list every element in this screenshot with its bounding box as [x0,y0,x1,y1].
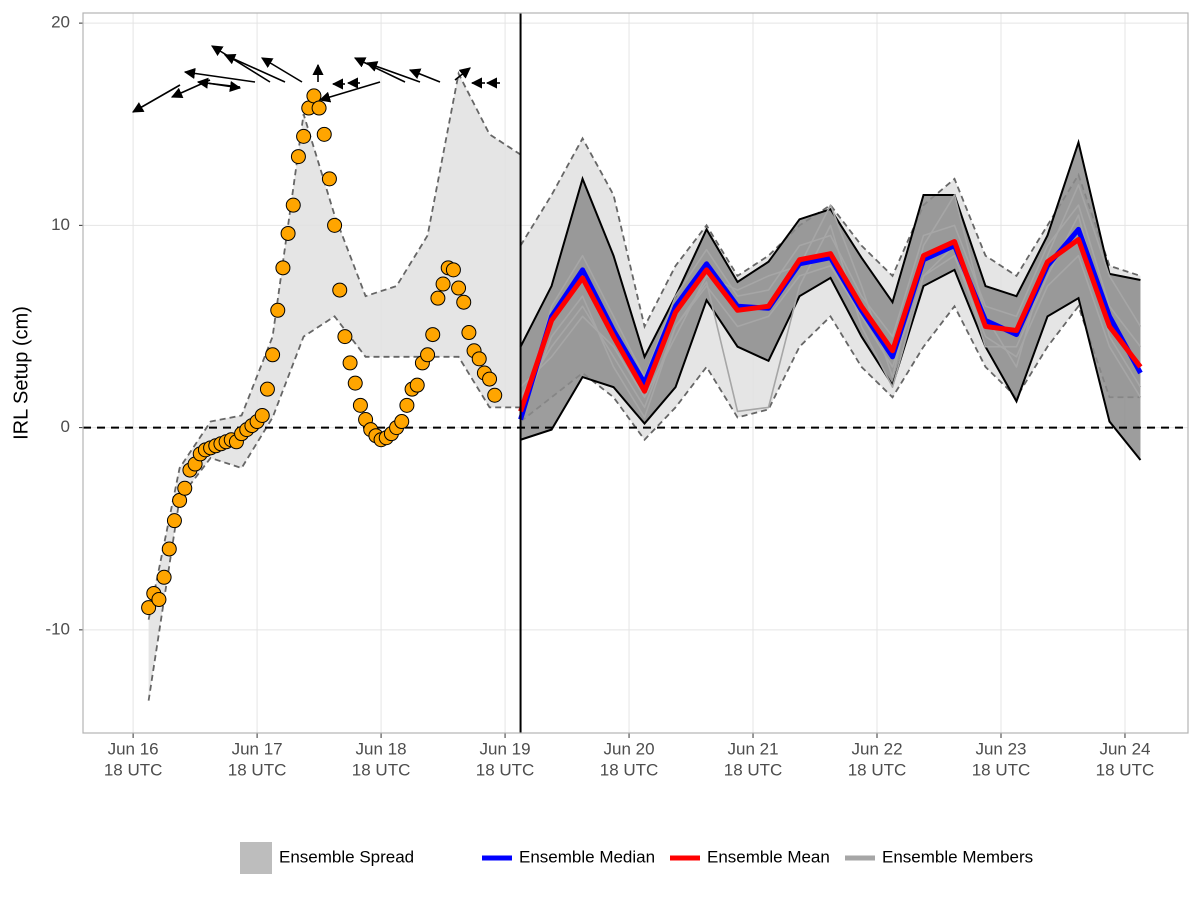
x-tick-label: Jun 22 [851,739,902,758]
observed-point [425,327,441,343]
plot-border [82,12,1189,734]
forecast-spread-outer-edge [519,136,1141,330]
wind-arrow [211,45,271,83]
wind-arrow [132,84,181,113]
x-tick-label: Jun 24 [1099,739,1150,758]
observed-point [420,347,436,363]
y-tick-label: -10 [45,619,70,638]
forecast-spread-outer-edge [520,304,1141,442]
x-tick-label: Jun 19 [480,739,531,758]
ensemble-member [519,254,1142,409]
x-tick-label: 18 UTC [476,760,535,779]
observed-point [347,375,363,391]
observed-point [270,302,286,318]
series-line [518,237,1143,413]
observed-point [337,329,353,345]
observed-point [275,260,291,276]
wind-arrow [223,54,286,83]
observed-point [332,282,348,298]
x-tick-label: 18 UTC [352,760,411,779]
observed-point [471,351,487,367]
wind-arrow [408,68,441,83]
x-tick-label: Jun 20 [604,739,655,758]
forecast-spread-inner [520,142,1141,460]
observed-point [399,397,415,413]
observed-point [342,355,358,371]
y-axis-title: IRL Setup (cm) [10,306,32,440]
observed-point [166,513,182,529]
x-tick-label: 18 UTC [104,760,163,779]
x-tick-label: 18 UTC [228,760,287,779]
x-tick-label: 18 UTC [1096,760,1155,779]
observed-point [280,225,296,241]
observed-point [321,171,337,187]
wind-arrow [454,67,471,81]
observed-point [141,600,157,616]
observed-point [177,480,193,496]
hindcast-spread [148,73,521,701]
observed-point [285,197,301,213]
observed-point [409,377,425,393]
hindcast-spread-edge [147,70,522,620]
observed-point [482,371,498,387]
legend-label: Ensemble Members [882,847,1033,866]
x-tick-label: Jun 23 [975,739,1026,758]
y-tick-label: 20 [51,13,70,32]
x-tick-label: Jun 21 [728,739,779,758]
x-tick-label: 18 UTC [972,760,1031,779]
x-tick-label: Jun 17 [232,739,283,758]
observed-point [296,128,312,144]
wind-arrow [261,57,303,83]
wind-arrow [199,80,242,93]
observed-point [451,280,467,296]
forecast-spread-inner-edge [519,138,1141,360]
legend: Ensemble Spread Ensemble Median Ensemble M… [240,842,1033,874]
legend-label: Ensemble Median [519,847,655,866]
forecast-spread-inner-edge [520,268,1142,461]
observed-point [265,347,281,363]
wind-arrow [318,81,381,103]
wind-arrow [353,57,406,83]
observed-point [259,381,275,397]
observed-point [290,149,306,165]
plot-area: -10 0 10 20 Jun 16 18 UTC Jun 17 18 UTC Jun 18 18… [45,12,1189,779]
observed-point [311,100,327,116]
legend-swatch [240,842,272,874]
y-tick-label: 10 [51,215,70,234]
observed-point [394,414,410,430]
legend-label: Ensemble Mean [707,847,830,866]
x-tick-label: Jun 18 [356,739,407,758]
observed-point [456,294,472,310]
ensemble-member [519,214,1142,419]
observed-point [445,262,461,278]
observed-point [352,397,368,413]
observed-point [254,407,270,423]
x-tick-label: 18 UTC [600,760,659,779]
observed-point [161,541,177,557]
observed-point [327,217,343,233]
wind-arrows [132,45,500,113]
observed-point [487,387,503,403]
observed-point [461,325,477,341]
legend-label: Ensemble Spread [279,847,414,866]
observed-point [156,569,172,585]
hindcast-spread-edge [147,315,521,701]
y-tick-label: 0 [61,417,70,436]
observed-point [430,290,446,306]
ensemble-member [519,204,1142,424]
x-tick-label: 18 UTC [724,760,783,779]
x-tick-label: Jun 16 [108,739,159,758]
x-tick-label: 18 UTC [848,760,907,779]
wind-arrow [183,67,256,83]
observed-point [435,276,451,292]
observed-point [316,126,332,142]
wind-arrow [365,61,421,83]
observed-point [151,592,167,608]
